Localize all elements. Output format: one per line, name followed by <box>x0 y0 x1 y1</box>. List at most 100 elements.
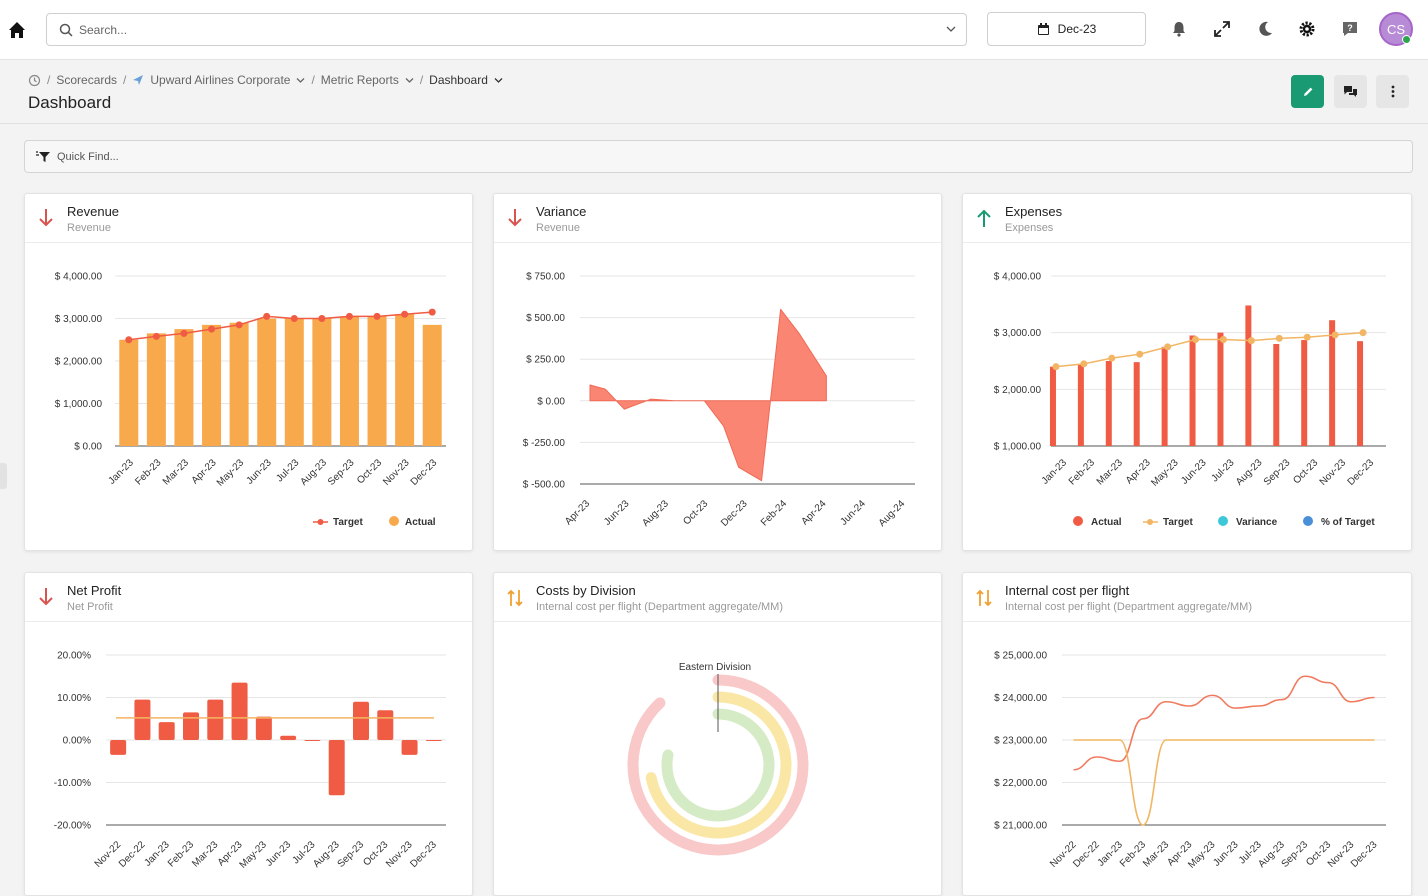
x-tick-label: Jun-23 <box>602 498 632 528</box>
arrow-up-icon <box>977 209 991 227</box>
chevron-down-icon[interactable] <box>405 77 414 84</box>
legend-label: Variance <box>1236 517 1278 528</box>
comments-button[interactable] <box>1334 75 1367 108</box>
quick-find-box[interactable] <box>24 140 1413 173</box>
y-tick-label: $ 4,000.00 <box>55 272 103 283</box>
home-icon[interactable] <box>6 19 28 41</box>
search-input[interactable] <box>79 21 939 39</box>
target-point <box>1303 333 1311 341</box>
costs-by-division-chart: Eastern Division <box>627 662 809 856</box>
x-tick-label: May-23 <box>238 839 270 871</box>
x-tick-label: Apr-24 <box>800 498 829 527</box>
internal-cost-chart: $ 25,000.00 $ 24,000.00 $ 23,000.00 $ 22,00… <box>994 651 1386 871</box>
top-bar: Dec-23 ? CS <box>0 0 1428 60</box>
quick-find-input[interactable] <box>57 149 1357 165</box>
x-tick-label: Dec-23 <box>1346 457 1377 488</box>
svg-text:?: ? <box>1347 23 1353 33</box>
arrow-down-icon <box>508 209 522 227</box>
panel-subtitle: Revenue <box>536 222 581 234</box>
target-point <box>318 315 326 322</box>
edit-button[interactable] <box>1291 75 1324 108</box>
target-point <box>1080 360 1088 368</box>
panel-title: Variance <box>536 204 587 219</box>
arrow-down-icon <box>39 588 53 606</box>
expand-icon[interactable] <box>1213 20 1231 38</box>
y-tick-label: $ -500.00 <box>523 480 566 491</box>
y-tick-label: $ 22,000.00 <box>994 778 1047 789</box>
avatar[interactable]: CS <box>1379 12 1413 46</box>
more-options-button[interactable] <box>1376 75 1409 108</box>
expenses-chart: $ 4,000.00 $ 3,000.00 $ 2,000.00 $ 1,000.00… <box>994 272 1386 528</box>
variance-panel: Variance Revenue $ 750.00 $ 500.00 $ 250.0… <box>493 193 942 551</box>
x-tick-label: Feb-23 <box>1067 457 1097 487</box>
filter-icon <box>36 151 50 162</box>
date-picker-button[interactable]: Dec-23 <box>987 12 1146 46</box>
panel-header: Variance Revenue <box>494 194 941 243</box>
sidebar-toggle-handle[interactable] <box>0 463 7 489</box>
actual-bar <box>1245 305 1252 446</box>
actual-bar <box>229 322 249 446</box>
x-tick-label: Dec-22 <box>1071 839 1102 870</box>
target-point <box>125 336 133 344</box>
breadcrumb-dashboard[interactable]: Dashboard <box>429 73 488 87</box>
internal-cost-panel: Internal cost per flight Internal cost p… <box>962 572 1412 896</box>
actual-bar <box>1301 340 1308 446</box>
panel-header: Net Profit Net Profit <box>25 573 472 622</box>
history-icon[interactable] <box>28 74 41 87</box>
actual-bar <box>146 333 166 446</box>
x-tick-label: Aug-23 <box>640 498 671 529</box>
net-profit-panel: Net Profit Net Profit 20.00% 10.00% 0.00% -… <box>24 572 473 896</box>
legend-marker <box>1073 516 1083 526</box>
profit-bar <box>158 722 175 740</box>
breadcrumb-upward-airlines[interactable]: Upward Airlines Corporate <box>150 73 291 87</box>
target-point <box>180 329 188 337</box>
chevron-down-icon[interactable] <box>494 77 503 84</box>
actual-bar <box>1077 363 1084 446</box>
y-tick-label: $ 25,000.00 <box>994 651 1047 662</box>
x-tick-label: Aug-23 <box>1234 457 1265 488</box>
panel-header: Revenue Revenue <box>25 194 472 243</box>
x-tick-label: Aug-23 <box>298 457 329 488</box>
moon-icon[interactable] <box>1256 20 1274 38</box>
profit-bar <box>304 740 321 741</box>
expenses-panel: Expenses Expenses $ 4,000.00 $ 3,000.00 $ … <box>962 193 1412 551</box>
y-tick-label: $ 0.00 <box>74 442 102 453</box>
chevron-down-icon[interactable] <box>296 77 305 84</box>
search-box[interactable] <box>46 13 967 46</box>
x-tick-label: Oct-23 <box>681 498 710 527</box>
target-line <box>128 311 433 341</box>
chevron-down-icon[interactable] <box>946 25 956 33</box>
y-tick-label: 10.00% <box>57 693 91 704</box>
x-tick-label: May-23 <box>1149 457 1181 489</box>
costs-by-division-panel: Costs by Division Internal cost per flig… <box>493 572 942 896</box>
cost-line <box>1073 675 1375 771</box>
breadcrumb-scorecards[interactable]: Scorecards <box>56 73 118 87</box>
panel-subtitle: Revenue <box>67 222 112 234</box>
actual-bar <box>202 324 222 446</box>
search-icon <box>59 23 73 37</box>
arrows-updown-icon <box>507 589 523 607</box>
x-tick-label: Dec-23 <box>409 457 440 488</box>
target-point <box>345 312 353 320</box>
variance-area <box>589 308 827 482</box>
y-tick-label: $ 2,000.00 <box>55 357 103 368</box>
x-tick-label: Jun-23 <box>244 457 274 487</box>
legend-marker-target <box>317 519 324 525</box>
profit-bar <box>328 740 345 796</box>
help-icon[interactable]: ? <box>1341 20 1359 38</box>
breadcrumb-metric-reports[interactable]: Metric Reports <box>320 73 399 87</box>
target-point <box>208 325 216 333</box>
y-tick-label: -10.00% <box>54 778 91 789</box>
pencil-icon <box>1303 87 1312 96</box>
actual-bar <box>339 316 359 446</box>
x-tick-label: Apr-23 <box>563 498 592 527</box>
actual-bar <box>1049 366 1056 446</box>
y-tick-label: $ 0.00 <box>537 396 565 407</box>
actual-bar <box>1329 320 1336 446</box>
gear-icon[interactable] <box>1298 20 1316 38</box>
bell-icon[interactable] <box>1170 20 1188 38</box>
target-point <box>1219 335 1227 343</box>
trend-neutral-icon <box>975 585 995 614</box>
profit-bar <box>280 735 297 740</box>
panel-title: Expenses <box>1005 204 1063 219</box>
